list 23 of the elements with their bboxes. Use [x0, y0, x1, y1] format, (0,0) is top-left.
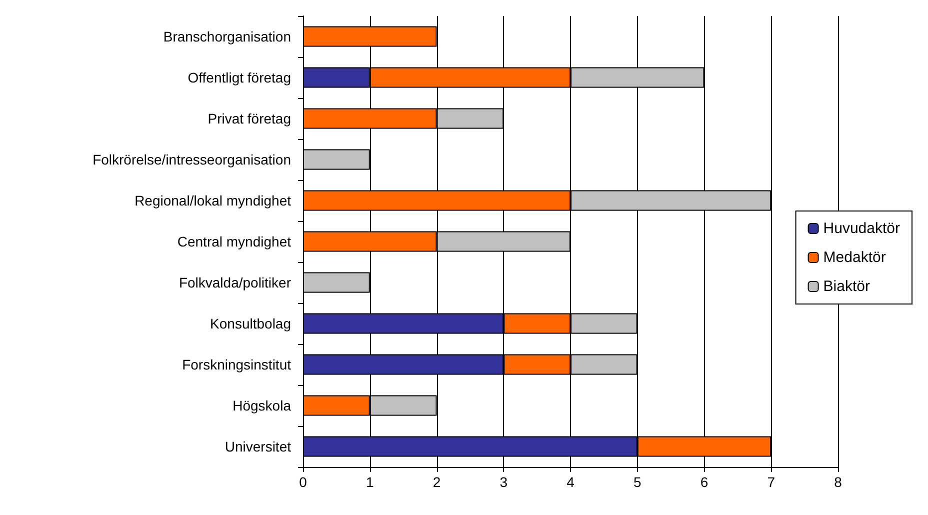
- y-tick-label: Forskningsinstitut: [182, 356, 292, 372]
- x-tick-label: 0: [299, 474, 308, 490]
- y-tick-label: Regional/lokal myndighet: [134, 192, 292, 208]
- legend-label: Medaktör: [823, 249, 886, 266]
- y-tick-label: Konsultbolag: [210, 316, 291, 332]
- x-tick-label: 2: [432, 474, 441, 490]
- y-tick-label: Högskola: [232, 398, 292, 414]
- x-tick-label: 4: [566, 474, 575, 490]
- x-tick-label: 7: [767, 474, 776, 490]
- legend-label: Huvudaktör: [823, 220, 900, 237]
- y-tick-label: Folkvalda/politiker: [178, 274, 292, 290]
- y-tick-label: Central myndighet: [177, 234, 292, 250]
- legend-label: Biaktör: [823, 278, 870, 295]
- x-tick-label: 8: [834, 474, 842, 490]
- y-tick-label: Folkrörelse/intresseorganisation: [92, 152, 291, 168]
- x-tick-label: 6: [700, 474, 708, 490]
- x-tick-label: 1: [366, 474, 374, 490]
- y-tick-label: Universitet: [224, 438, 292, 454]
- y-tick-label: Branschorganisation: [163, 28, 291, 44]
- y-tick-label: Offentligt företag: [188, 70, 291, 86]
- x-tick-label: 5: [633, 474, 642, 490]
- y-tick-label: Privat företag: [208, 110, 291, 126]
- x-tick-label: 3: [500, 474, 508, 490]
